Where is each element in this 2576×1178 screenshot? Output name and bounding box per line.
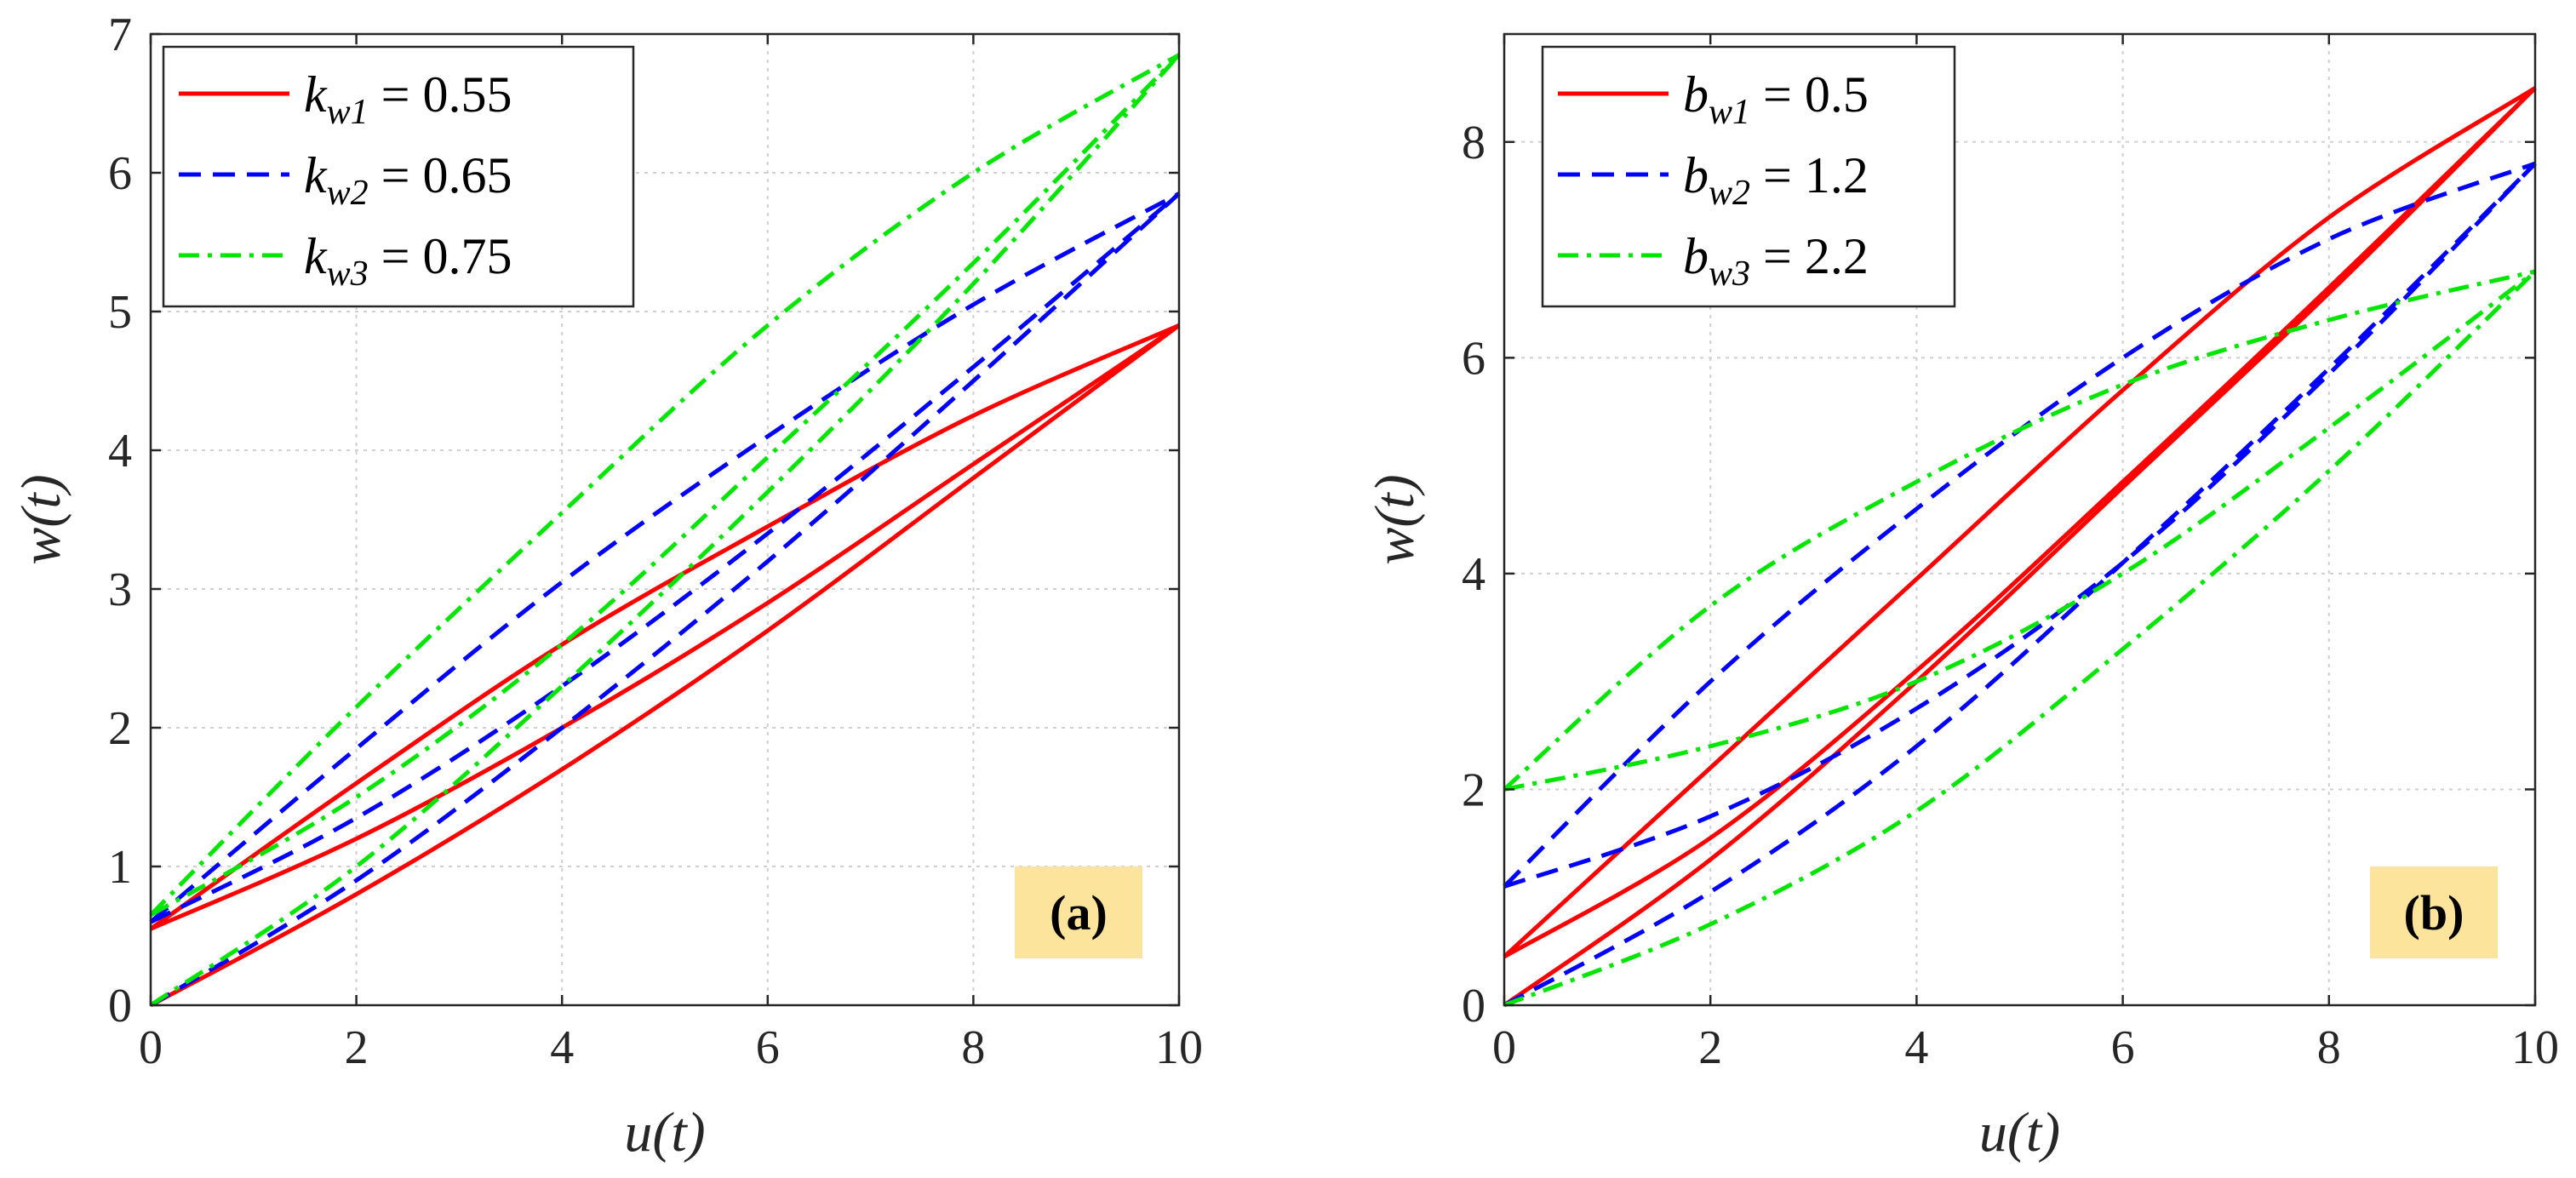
- tick-marks: [149, 32, 1181, 1007]
- y-tick-label: 4: [108, 425, 132, 477]
- y-tick-label: 2: [108, 702, 132, 755]
- series-2: [1503, 161, 2537, 1008]
- y-tick-label: 3: [108, 563, 132, 616]
- x-tick-label: 4: [1904, 1021, 1928, 1074]
- series-line: [149, 53, 1181, 1008]
- panel-tag-box: [1015, 866, 1142, 958]
- legend-entry-3: bw3 = 2.2: [1683, 228, 1869, 294]
- y-axis-label: w(t): [1364, 474, 1426, 564]
- x-tick-label: 6: [2111, 1021, 2135, 1074]
- x-axis-label: u(t): [624, 1101, 705, 1164]
- plot-area: [1503, 86, 2537, 1008]
- series-line: [1503, 86, 2537, 1008]
- series-line: [1503, 162, 2537, 1008]
- series-line: [149, 192, 1181, 924]
- series-line: [149, 192, 1181, 1008]
- y-tick-label: 8: [1462, 117, 1485, 169]
- series-line: [149, 323, 1181, 931]
- panel-tag-box: [2370, 866, 2498, 958]
- series-line: [1503, 86, 2537, 959]
- series-1: [1503, 86, 2537, 1008]
- x-tick-label: 2: [1698, 1021, 1722, 1074]
- panel-tag-label: (b): [2404, 885, 2464, 941]
- y-tick-label: 2: [1462, 763, 1485, 816]
- series-line: [1503, 161, 2536, 889]
- series-line: [1503, 269, 2537, 792]
- x-axis-label: u(t): [1979, 1101, 2060, 1164]
- series-line: [1503, 270, 2537, 1008]
- tick-marks: [1503, 34, 2537, 1007]
- series-line: [149, 323, 1181, 931]
- x-tick-label: 0: [139, 1021, 163, 1074]
- axes-frame: [149, 32, 1181, 1007]
- y-tick-label: 1: [108, 841, 132, 894]
- y-tick-label: 6: [1462, 332, 1485, 385]
- legend-entry-3: kw3 = 0.75: [304, 228, 512, 294]
- y-tick-label: 4: [1462, 548, 1485, 601]
- x-tick-label: 10: [1155, 1021, 1203, 1074]
- x-tick-label: 0: [1492, 1021, 1516, 1074]
- x-tick-label: 2: [345, 1021, 369, 1074]
- x-tick-label: 10: [2511, 1021, 2559, 1074]
- legend-entry-2: kw2 = 0.65: [304, 147, 512, 213]
- series-3: [149, 53, 1181, 1008]
- series-line: [1503, 269, 2536, 792]
- legend: kw1 = 0.55 kw2 = 0.65 kw3 = 0.75: [162, 45, 635, 308]
- series-3: [1503, 269, 2537, 1008]
- axes-frame: [1503, 32, 2537, 1007]
- x-tick-label: 6: [756, 1021, 780, 1074]
- series-line: [149, 323, 1181, 1008]
- legend-entry-1: bw1 = 0.5: [1683, 66, 1869, 132]
- panel-a: 0 2 4 6 8 10 0 1 2 3 4 5 6 7 u(t) w(t) kw1 = 0.55 kw2 = 0…: [10, 9, 1203, 1164]
- x-tick-label: 8: [961, 1021, 985, 1074]
- plot-area: [149, 53, 1181, 1008]
- x-tick-label: 4: [550, 1021, 574, 1074]
- series-line: [149, 53, 1181, 918]
- x-tick-label: 8: [2317, 1021, 2341, 1074]
- y-axis-label: w(t): [10, 474, 72, 564]
- panel-tag-label: (a): [1050, 885, 1108, 941]
- legend: bw1 = 0.5 bw2 = 1.2 bw3 = 2.2: [1541, 45, 1956, 308]
- series-line: [1503, 86, 2537, 958]
- series-2: [149, 192, 1181, 1008]
- series-1: [149, 323, 1181, 1008]
- y-tick-label: 7: [108, 9, 132, 61]
- legend-box: [162, 45, 635, 308]
- y-tick-label: 0: [108, 980, 132, 1032]
- y-tick-label: 6: [108, 147, 132, 200]
- y-tick-label: 0: [1462, 980, 1485, 1032]
- y-tick-label: 5: [108, 286, 132, 339]
- legend-entry-1: kw1 = 0.55: [304, 66, 512, 132]
- series-line: [1503, 162, 2537, 889]
- legend-entry-2: bw2 = 1.2: [1683, 147, 1869, 213]
